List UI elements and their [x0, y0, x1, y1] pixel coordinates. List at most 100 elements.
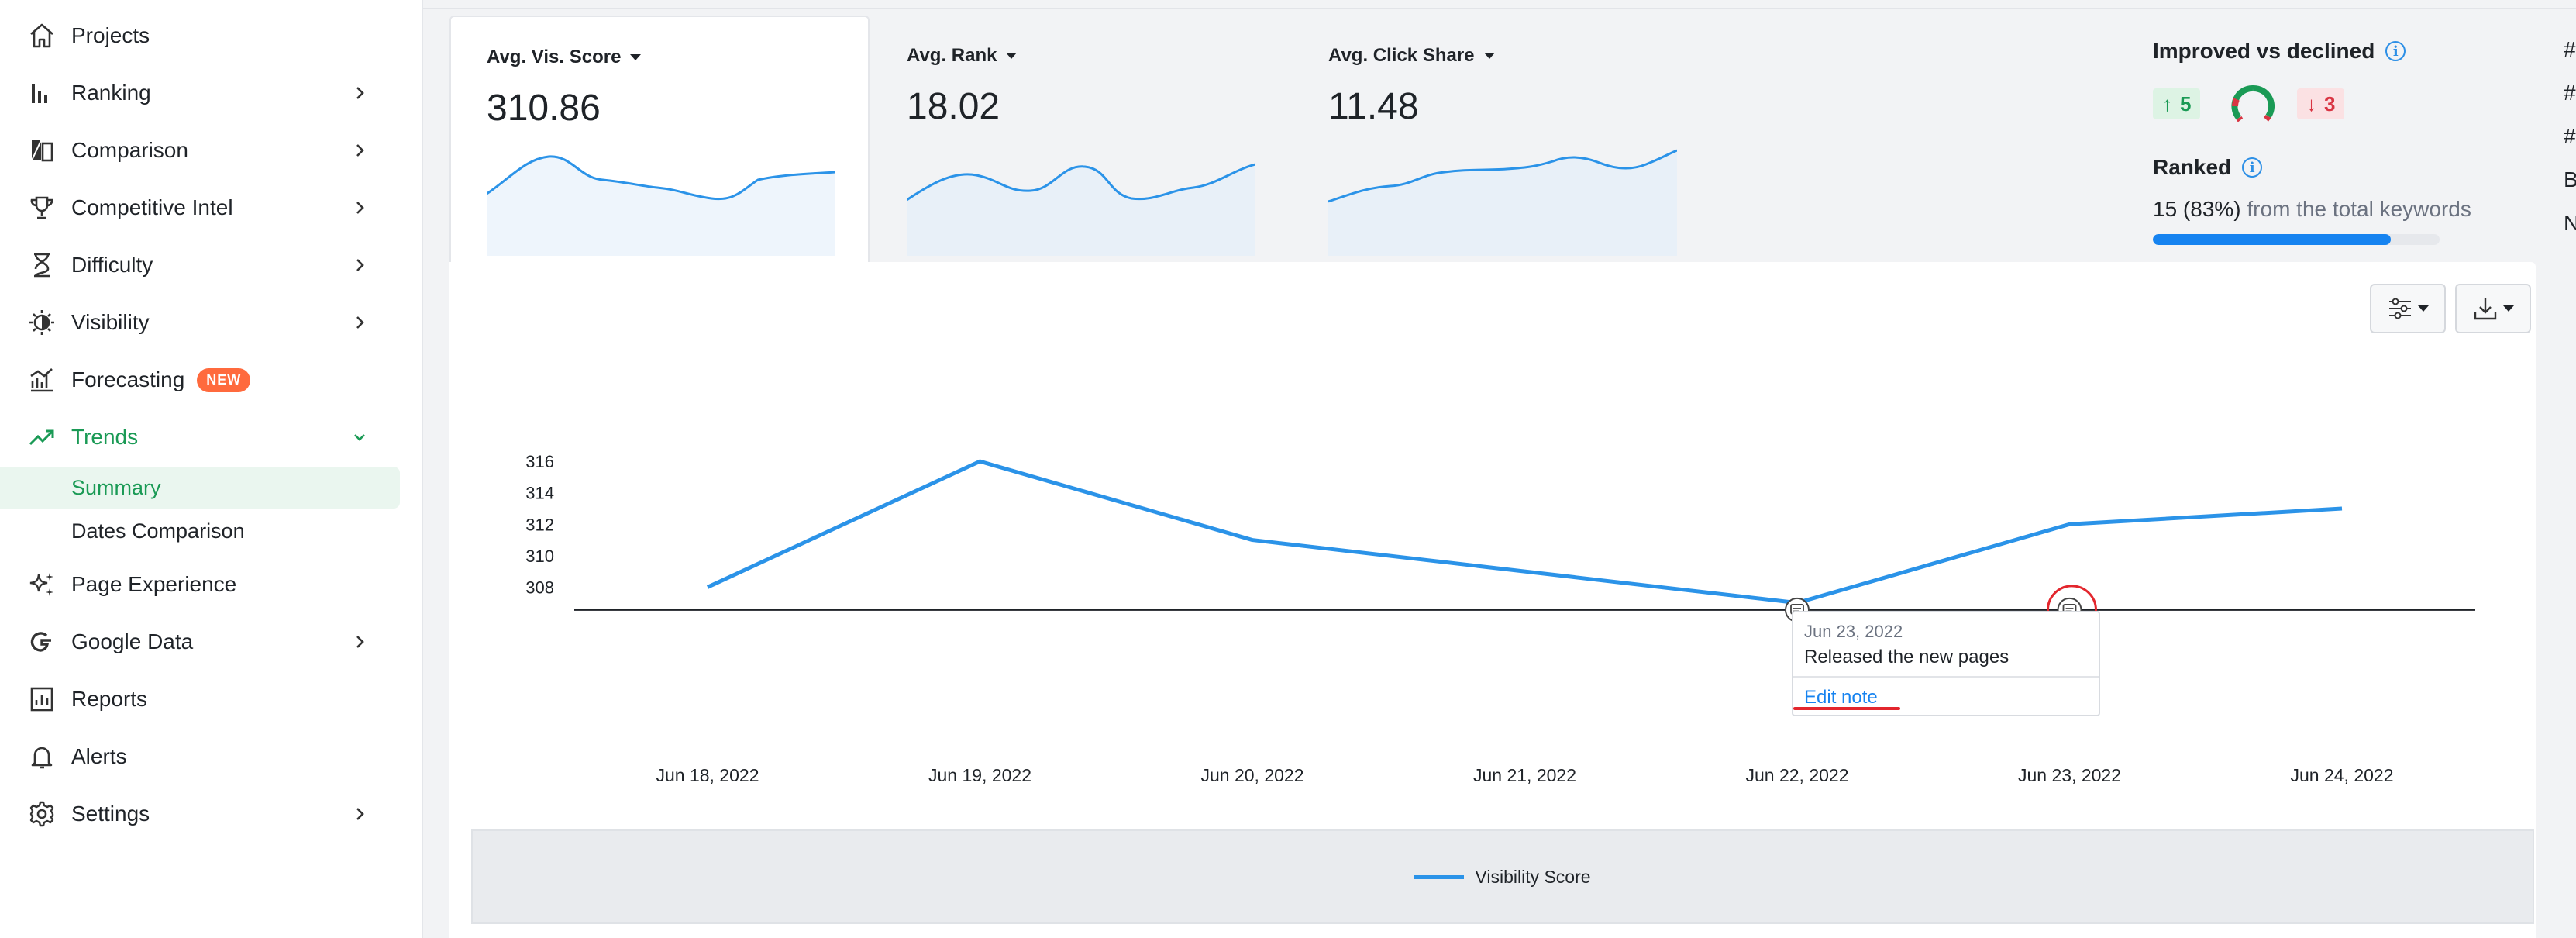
legend-swatch[interactable]	[1414, 874, 1465, 879]
chevron-right-icon[interactable]	[350, 805, 369, 823]
bell-icon	[26, 741, 57, 772]
sidebar-item-difficulty[interactable]: Difficulty	[0, 242, 400, 288]
caret-down-icon	[1006, 53, 1018, 59]
edit-note-underline	[1793, 707, 1900, 710]
distribution-label: Below 20:	[2564, 167, 2576, 191]
info-icon[interactable]: i	[2385, 41, 2406, 61]
sidebar-item-reports[interactable]: Reports	[0, 676, 400, 722]
x-tick-label: Jun 20, 2022	[1200, 765, 1303, 785]
chart-download-button[interactable]	[2455, 284, 2531, 333]
ranked-summary: 15 (83%) from the total keywords	[2153, 197, 2471, 221]
google-icon	[26, 626, 57, 657]
x-tick-label: Jun 21, 2022	[1473, 765, 1576, 785]
sidebar-item-label: Visibility	[71, 310, 150, 334]
distribution-label: #11-20:	[2564, 124, 2576, 148]
sidebar-item-label: Google Data	[71, 629, 194, 653]
caret-down-icon	[1483, 53, 1495, 59]
metric-vis-score[interactable]: Avg. Vis. Score 310.86	[487, 23, 843, 256]
sidebar-item-ranking[interactable]: Ranking	[0, 70, 400, 116]
tooltip-date: Jun 23, 2022	[1804, 622, 1903, 641]
top-divider	[423, 0, 2576, 9]
improved-title: Improved vs declined i	[2153, 39, 2406, 64]
chart-panel: 308 310 312 314 316 Jun 18, 2022 Jun 19, 2022 J…	[449, 262, 2536, 938]
distribution-row: #11-20:3	[2564, 124, 2576, 149]
chevron-right-icon[interactable]	[350, 313, 369, 332]
distribution-row: Below 20:3	[2564, 167, 2576, 192]
ranked-title: Ranked i	[2153, 155, 2263, 180]
chevron-right-icon[interactable]	[350, 256, 369, 274]
sidebar-item-label: Comparison	[71, 138, 188, 162]
sidebar-item-label: Trends	[71, 425, 139, 449]
x-tick-label: Jun 23, 2022	[2018, 765, 2121, 785]
sidebar-item-label: Competitive Intel	[71, 195, 233, 219]
sidebar-item-page-experience[interactable]: Page Experience	[0, 561, 400, 608]
chevron-down-icon[interactable]	[350, 428, 369, 447]
gear-icon	[26, 798, 57, 829]
chevron-right-icon[interactable]	[350, 84, 369, 102]
distribution-row: #6-10:1	[2564, 81, 2576, 105]
chart-legend: Visibility Score	[471, 829, 2534, 924]
metric-rank-label[interactable]: Avg. Rank	[907, 45, 1018, 67]
metric-rank-value: 18.02	[907, 86, 1000, 127]
improved-declined-donut	[2231, 84, 2275, 122]
declined-count-badge: ↓ 3	[2297, 88, 2345, 119]
y-tick-label: 316	[525, 452, 554, 471]
chevron-right-icon[interactable]	[350, 633, 369, 651]
sidebar-item-visibility[interactable]: Visibility	[0, 299, 400, 346]
metric-vis-score-label[interactable]: Avg. Vis. Score	[487, 47, 642, 68]
tooltip-divider	[1793, 676, 2099, 678]
bar-chart-icon	[26, 78, 57, 109]
x-tick-label: Jun 18, 2022	[656, 765, 759, 785]
x-tick-label: Jun 22, 2022	[1745, 765, 1848, 785]
sidebar-item-label: Difficulty	[71, 253, 153, 277]
metric-click-share-label[interactable]: Avg. Click Share	[1328, 45, 1495, 67]
sidebar-item-projects[interactable]: Projects	[0, 12, 400, 59]
sidebar-subitem-dates-comparison[interactable]: Dates Comparison	[71, 519, 245, 543]
sidebar-item-label: Settings	[71, 802, 150, 826]
note-tooltip: Jun 23, 2022 Released the new pages Edit…	[1792, 611, 2100, 716]
rank-sparkline	[907, 163, 1255, 256]
sidebar-item-forecasting[interactable]: Forecasting NEW	[0, 357, 400, 403]
report-icon	[26, 684, 57, 715]
sidebar-item-settings[interactable]: Settings	[0, 791, 400, 837]
distribution-label: #6-10:	[2564, 81, 2576, 105]
hourglass-icon	[26, 250, 57, 281]
caret-down-icon	[2418, 305, 2429, 312]
compare-icon	[26, 135, 57, 166]
new-badge: NEW	[197, 367, 251, 392]
download-icon	[2474, 298, 2497, 320]
visibility-gear-icon	[26, 307, 57, 338]
sparkle-icon	[26, 569, 57, 600]
chevron-right-icon[interactable]	[350, 198, 369, 217]
y-tick-label: 308	[525, 578, 554, 597]
sidebar-item-trends[interactable]: Trends	[0, 414, 400, 460]
distribution-label: #1-5:	[2564, 37, 2576, 61]
click-share-sparkline	[1328, 149, 1677, 256]
metric-rank[interactable]: Avg. Rank 18.02	[907, 23, 1263, 256]
sidebar: Projects Ranking Comparison Competitive Int…	[0, 0, 423, 938]
caret-down-icon	[630, 54, 642, 60]
trend-up-icon	[26, 422, 57, 453]
metric-click-share[interactable]: Avg. Click Share 11.48	[1328, 23, 1685, 256]
sliders-icon	[2389, 298, 2411, 319]
sidebar-item-comparison[interactable]: Comparison	[0, 127, 400, 174]
sidebar-item-google-data[interactable]: Google Data	[0, 619, 400, 665]
distribution-row: Not ranking:3	[2564, 211, 2576, 236]
edit-note-link[interactable]: Edit note	[1804, 687, 1878, 708]
series-line-visibility-score[interactable]	[706, 459, 2343, 605]
info-icon[interactable]: i	[2242, 157, 2263, 178]
metric-vis-score-value: 310.86	[487, 88, 601, 129]
distribution-row: #1-5:8	[2564, 37, 2576, 62]
chevron-right-icon[interactable]	[350, 141, 369, 160]
chart-settings-button[interactable]	[2370, 284, 2446, 333]
x-tick-label: Jun 24, 2022	[2290, 765, 2393, 785]
improved-ranked-block: Improved vs declined i ↑ 5 ↓ 3 Ranked i 15 (…	[2153, 8, 2540, 256]
sidebar-item-competitive-intel[interactable]: Competitive Intel	[0, 184, 400, 231]
sidebar-item-alerts[interactable]: Alerts	[0, 733, 400, 780]
sidebar-subitem-summary[interactable]: Summary	[0, 467, 400, 509]
metrics-bar: Avg. Vis. Score 310.86 Avg. Rank 18.02 A…	[423, 8, 2576, 271]
metric-click-share-value: 11.48	[1328, 86, 1419, 127]
sidebar-item-label: Projects	[71, 23, 150, 47]
sidebar-item-label: Forecasting	[71, 367, 185, 391]
legend-label[interactable]: Visibility Score	[1475, 866, 1591, 887]
